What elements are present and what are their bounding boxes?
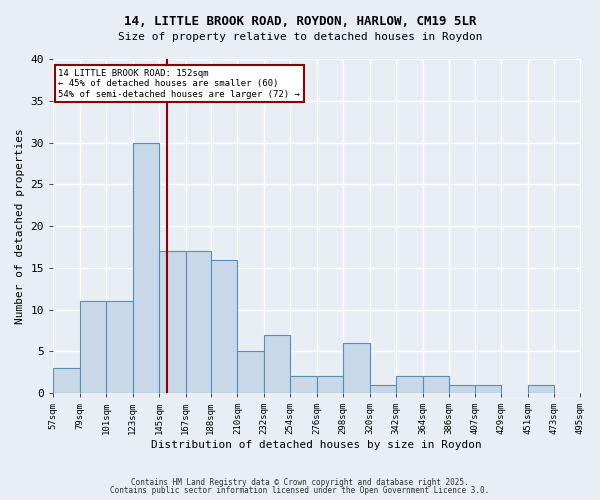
Bar [238, 352, 264, 393]
Text: 14, LITTLE BROOK ROAD, ROYDON, HARLOW, CM19 5LR: 14, LITTLE BROOK ROAD, ROYDON, HARLOW, C… [124, 15, 476, 28]
Bar [211, 260, 238, 393]
Bar [423, 376, 449, 393]
Bar [185, 251, 211, 393]
Text: Size of property relative to detached houses in Roydon: Size of property relative to detached ho… [118, 32, 482, 42]
Bar [159, 251, 185, 393]
Bar [80, 302, 106, 393]
Text: Contains public sector information licensed under the Open Government Licence 3.: Contains public sector information licen… [110, 486, 490, 495]
Text: Contains HM Land Registry data © Crown copyright and database right 2025.: Contains HM Land Registry data © Crown c… [131, 478, 469, 487]
Bar [370, 385, 396, 393]
Bar [133, 142, 159, 393]
Text: 14 LITTLE BROOK ROAD: 152sqm
← 45% of detached houses are smaller (60)
54% of se: 14 LITTLE BROOK ROAD: 152sqm ← 45% of de… [58, 69, 300, 99]
Y-axis label: Number of detached properties: Number of detached properties [15, 128, 25, 324]
X-axis label: Distribution of detached houses by size in Roydon: Distribution of detached houses by size … [151, 440, 482, 450]
Bar [53, 368, 80, 393]
Bar [396, 376, 423, 393]
Bar [290, 376, 317, 393]
Bar [475, 385, 501, 393]
Bar [343, 343, 370, 393]
Bar [317, 376, 343, 393]
Bar [527, 385, 554, 393]
Bar [106, 302, 133, 393]
Bar [264, 334, 290, 393]
Bar [449, 385, 475, 393]
